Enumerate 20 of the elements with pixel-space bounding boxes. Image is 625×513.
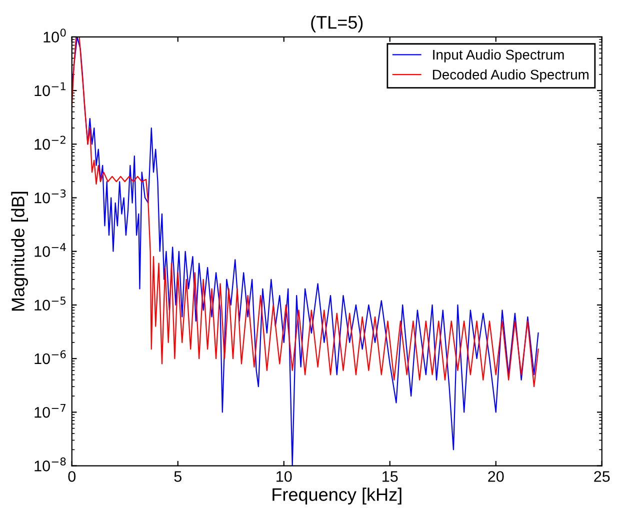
- y-tick-label: 10$^{−7}$: [34, 404, 66, 418]
- x-tick-label: 0: [68, 471, 76, 482]
- x-tick-label: 25: [594, 471, 610, 482]
- y-tick-label: 10$^{−6}$: [34, 350, 66, 364]
- y-tick-label: 10$^{−5}$: [34, 296, 66, 311]
- y-tick-label: 10$^{−2}$: [34, 136, 66, 150]
- chart-title: (TL=5): [311, 16, 363, 32]
- x-tick-label: 20: [488, 471, 504, 482]
- x-tick-label: 10: [276, 471, 292, 482]
- legend-label: Input Audio Spectrum: [433, 49, 564, 62]
- y-tick-label: 10$^{−4}$: [34, 243, 66, 257]
- y-tick-label: 10$^{−1}$: [34, 82, 66, 96]
- x-tick-label: 15: [382, 471, 398, 482]
- y-tick-label: 10$^{−3}$: [34, 189, 66, 204]
- y-tick-label: 10$^{−8}$: [34, 457, 66, 472]
- x-axis-title: Frequency [kHz]: [272, 488, 402, 505]
- y-axis-title: Magnitude [dB]: [11, 192, 28, 311]
- legend-label: Decoded Audio Spectrum: [433, 69, 588, 82]
- y-tick-label: 10$^{0}$: [44, 28, 66, 43]
- x-tick-label: 5: [174, 471, 182, 482]
